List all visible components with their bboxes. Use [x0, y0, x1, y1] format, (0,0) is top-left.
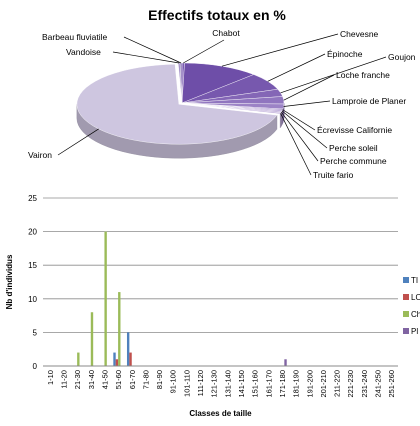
bar-ti-61-70 — [127, 332, 129, 366]
pie-label-epinoche: Épinoche — [327, 49, 363, 59]
pie-leader-chabot — [183, 40, 224, 63]
pie-body — [77, 63, 284, 158]
bar-x-tick-label: 41-50 — [100, 370, 109, 389]
legend-label-ch: Ch — [411, 310, 420, 319]
bar-x-tick-label: 1-10 — [46, 370, 55, 385]
legend-swatch-ch — [403, 311, 409, 317]
bar-y-tick-labels: 0 5 10 15 20 25 — [28, 194, 37, 371]
bar-y-tick-label: 25 — [28, 194, 37, 203]
bar-legend: TI LO Ch Pl — [403, 276, 420, 336]
bar-ti-51-60 — [113, 353, 115, 366]
bar-ch-41-50 — [104, 232, 106, 366]
pie-leader-barbeau-fluviatile — [124, 37, 181, 63]
bar-x-tick-label: 191-200 — [305, 370, 314, 398]
bar-y-tick-label: 15 — [28, 261, 37, 270]
pie-label-chevesne: Chevesne — [340, 29, 379, 39]
bar-y-axis-label: Nb d'individus — [5, 254, 14, 309]
bar-x-tick-label: 91-100 — [169, 370, 178, 393]
bar-x-tick-label: 211-220 — [333, 370, 342, 397]
bar-x-tick-label: 61-70 — [128, 370, 137, 389]
bar-x-tick-label: 141-150 — [237, 370, 246, 398]
bar-ch-51-60 — [118, 292, 120, 366]
pie-leader-loche-franche — [284, 75, 334, 100]
bar-x-tick-label: 81-90 — [155, 370, 164, 389]
pie-label-lamproie-de-planer: Lamproie de Planer — [332, 96, 406, 106]
pie-leader-lamproie-de-planer — [284, 101, 330, 107]
bar-x-tick-label: 31-40 — [87, 370, 96, 389]
bar-x-tick-label: 11-20 — [59, 370, 68, 389]
bar-x-tick-label: 231-240 — [360, 370, 369, 398]
pie-label-vandoise: Vandoise — [66, 47, 101, 57]
pie-leader-perche-commune — [281, 112, 318, 161]
bar-x-tick-label: 251-260 — [387, 370, 396, 398]
pie-leader-vairon — [58, 129, 99, 155]
pie-label-chabot: Chabot — [212, 28, 240, 38]
bar-lo-51-60 — [116, 359, 118, 366]
legend-swatch-pl — [403, 328, 409, 334]
bar-chart: 0 5 10 15 20 25 1-10 11-20 21-30 31-40 41-50 51-60… — [5, 194, 420, 418]
bar-x-tick-label: 181-190 — [292, 370, 301, 398]
pie-label-goujon: Goujon — [388, 52, 416, 62]
bar-x-tick-label: 161-170 — [264, 370, 273, 398]
bar-x-tick-label: 111-120 — [196, 370, 205, 396]
legend-label-pl: Pl — [411, 327, 418, 336]
bar-y-tick-label: 5 — [33, 328, 38, 337]
bar-x-tick-label: 101-110 — [182, 370, 191, 397]
bar-x-tick-label: 151-160 — [251, 370, 260, 398]
pie-top-faces — [77, 63, 284, 144]
bar-y-tick-label: 0 — [33, 362, 38, 371]
bar-x-tick-labels: 1-10 11-20 21-30 31-40 41-50 51-60 61-70 71-80 8… — [46, 370, 396, 398]
legend-label-lo: LO — [411, 293, 420, 302]
bar-gridlines — [43, 198, 398, 332]
bar-x-tick-label: 201-210 — [319, 370, 328, 398]
pie-label-loche-franche: Loche franche — [336, 70, 390, 80]
bar-x-axis-label: Classes de taille — [189, 409, 252, 418]
bar-x-tick-label: 241-250 — [374, 370, 383, 398]
bar-x-tick-label: 21-30 — [73, 370, 82, 389]
bar-x-tick-label: 221-230 — [346, 370, 355, 398]
bar-ch-31-40 — [91, 312, 93, 366]
bar-x-tick-label: 131-140 — [223, 370, 232, 398]
pie-label-truite-fario: Truite fario — [313, 170, 354, 180]
pie-leader-epinoche — [268, 54, 325, 81]
pie-side-truite-fario — [280, 113, 281, 128]
legend-label-ti: TI — [411, 276, 418, 285]
bar-lo-61-70 — [129, 353, 131, 366]
pie-label-vairon: Vairon — [28, 150, 52, 160]
pie-leader-chevesne — [222, 34, 338, 66]
bar-x-tick-label: 51-60 — [114, 370, 123, 389]
bar-pl-171-180 — [284, 359, 286, 366]
pie-label-ecrevisse-californie: Écrevisse Californie — [317, 125, 392, 135]
bar-ch-21-30 — [77, 353, 79, 366]
pie-label-perche-soleil: Perche soleil — [329, 143, 378, 153]
pie-label-barbeau-fluviatile: Barbeau fluviatile — [42, 32, 107, 42]
pie-title: Effectifs totaux en % — [148, 7, 286, 23]
bar-x-tick-label: 121-130 — [210, 370, 219, 398]
bar-y-tick-label: 20 — [28, 228, 37, 237]
pie-label-perche-commune: Perche commune — [320, 156, 387, 166]
legend-swatch-lo — [403, 294, 409, 300]
bar-x-tick-label: 71-80 — [141, 370, 150, 389]
bar-x-tick-label: 171-180 — [278, 370, 287, 398]
legend-swatch-ti — [403, 277, 409, 283]
bar-y-tick-label: 10 — [28, 295, 37, 304]
pie-chart: Effectifs totaux en % Chabot Chevesne Épin… — [28, 7, 416, 180]
